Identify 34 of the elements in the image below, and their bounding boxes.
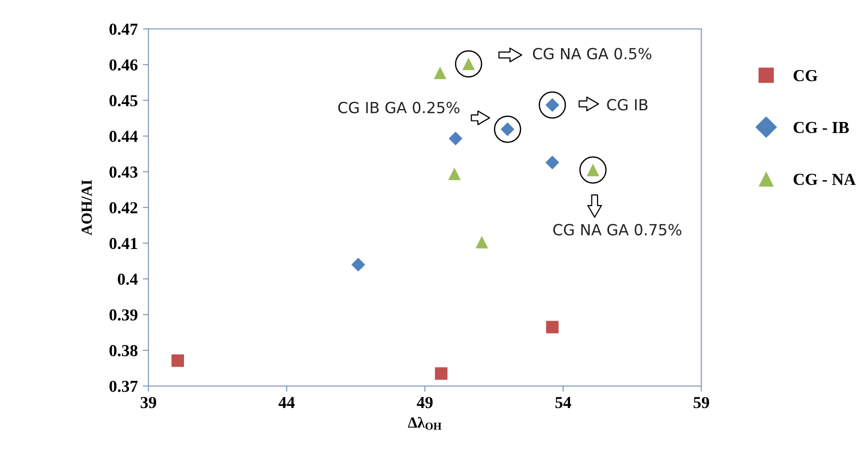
legend-label: CG - NA bbox=[794, 174, 856, 186]
point bbox=[171, 354, 184, 367]
y-tick-label: 0.39 bbox=[109, 309, 138, 321]
legend-label: CG bbox=[794, 70, 818, 82]
y-tick-label: 0.43 bbox=[109, 166, 138, 178]
legend-label: CG - IB bbox=[794, 122, 849, 134]
x-tick-label: 39 bbox=[140, 396, 156, 408]
point bbox=[546, 320, 559, 334]
x-tick-label: 59 bbox=[694, 396, 710, 408]
x-tick-label: 44 bbox=[278, 397, 295, 408]
y-axis-title: AOH/AI bbox=[82, 180, 92, 236]
annotation: CG NA GA 0.75% bbox=[553, 224, 682, 236]
y-tick-label: 0.4 bbox=[118, 274, 138, 285]
y-tick-label: 0.41 bbox=[109, 238, 138, 250]
y-tick-label: 0.47 bbox=[109, 24, 138, 35]
y-tick-label: 0.37 bbox=[109, 380, 138, 392]
x-tick-label: 49 bbox=[416, 396, 433, 408]
point bbox=[434, 66, 446, 80]
y-tick-label: 0.42 bbox=[109, 202, 138, 214]
y-tick-label: 0.38 bbox=[109, 345, 138, 356]
y-tick-label: 0.46 bbox=[109, 59, 138, 71]
y-tick-label: 0.44 bbox=[109, 130, 138, 142]
point bbox=[476, 236, 488, 248]
x-axis-title: Δλ$_{OH}$ bbox=[408, 416, 442, 430]
point bbox=[545, 156, 560, 170]
point bbox=[448, 132, 462, 146]
point bbox=[448, 168, 461, 180]
annotation: CG NA GA 0.5% bbox=[533, 48, 652, 60]
point bbox=[351, 258, 366, 272]
annotation: CG IB bbox=[607, 98, 648, 110]
annotation: CG IB GA 0.25% bbox=[338, 102, 460, 114]
x-tick-label: 54 bbox=[555, 397, 572, 408]
y-tick-label: 0.45 bbox=[109, 95, 138, 106]
point bbox=[434, 367, 448, 380]
